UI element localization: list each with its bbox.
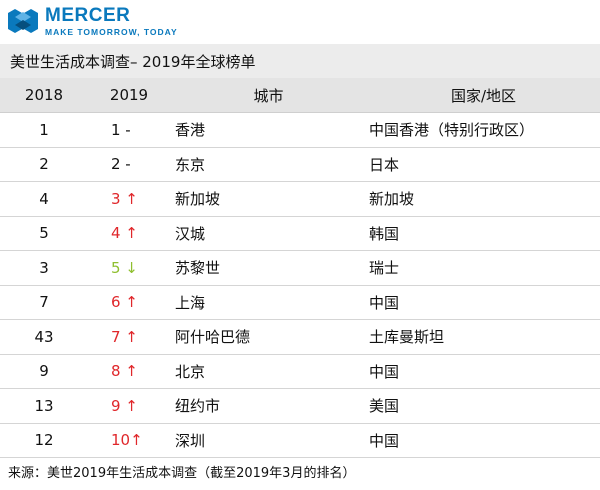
city-name: 新加坡: [170, 181, 367, 217]
rank-2019: 4 ↑: [111, 224, 138, 243]
table-row: 1 1 - 香港 中国香港（特别行政区）: [0, 112, 600, 148]
rank-2019-cell: 6 ↑: [88, 285, 170, 320]
rank-2018: 13: [0, 388, 88, 424]
table-header-row: 2018 2019 城市 国家/地区: [0, 78, 600, 113]
rank-2018: 4: [0, 181, 88, 217]
table-row: 5 4 ↑ 汉城 韩国: [0, 216, 600, 251]
rank-2018: 1: [0, 112, 88, 148]
city-name: 上海: [170, 285, 367, 320]
brand-name: MERCER: [45, 4, 131, 26]
country-name: 新加坡: [367, 181, 600, 217]
country-name: 中国香港（特别行政区）: [367, 112, 600, 148]
header-city: 城市: [170, 78, 367, 113]
table-row: 2 2 - 东京 日本: [0, 147, 600, 182]
rank-2018: 7: [0, 285, 88, 320]
rank-2019: 1 -: [111, 120, 131, 139]
rank-2019-cell: 7 ↑: [88, 319, 170, 355]
rank-2019: 10↑: [111, 431, 143, 450]
rank-2019-cell: 9 ↑: [88, 388, 170, 424]
city-name: 东京: [170, 147, 367, 182]
table-row: 12 10↑ 深圳 中国: [0, 423, 600, 458]
rank-2019: 6 ↑: [111, 293, 138, 312]
brand-tagline: MAKE TOMORROW, TODAY: [45, 26, 178, 37]
table-row: 9 8 ↑ 北京 中国: [0, 354, 600, 389]
rank-2018: 9: [0, 354, 88, 389]
header-2019: 2019: [88, 78, 170, 113]
rank-2019-cell: 10↑: [88, 423, 170, 458]
country-name: 土库曼斯坦: [367, 319, 600, 355]
country-name: 中国: [367, 423, 600, 458]
table-row: 3 5 ↓ 苏黎世 瑞士: [0, 250, 600, 286]
table-row: 4 3 ↑ 新加坡 新加坡: [0, 181, 600, 217]
rank-2018: 3: [0, 250, 88, 286]
city-name: 纽约市: [170, 388, 367, 424]
table-row: 13 9 ↑ 纽约市 美国: [0, 388, 600, 424]
page-title: 美世生活成本调查– 2019年全球榜单: [0, 44, 600, 78]
rank-2018: 12: [0, 423, 88, 458]
city-name: 汉城: [170, 216, 367, 251]
rank-2019-cell: 8 ↑: [88, 354, 170, 389]
ranking-table: 2018 2019 城市 国家/地区 1 1 - 香港 中国香港（特别行政区） 2 2 -…: [0, 78, 600, 458]
mercer-brand: MERCER MAKE TOMORROW, TODAY: [8, 2, 178, 40]
rank-2018: 43: [0, 319, 88, 355]
mercer-logo-icon: [8, 9, 38, 33]
rank-2019: 9 ↑: [111, 396, 138, 415]
rank-2019-cell: 5 ↓: [88, 250, 170, 286]
country-name: 中国: [367, 285, 600, 320]
city-name: 香港: [170, 112, 367, 148]
city-name: 苏黎世: [170, 250, 367, 286]
country-name: 日本: [367, 147, 600, 182]
rank-2019-cell: 2 -: [88, 147, 170, 182]
rank-2019: 5 ↓: [111, 258, 138, 277]
rank-2018: 2: [0, 147, 88, 182]
rank-2019-cell: 1 -: [88, 112, 170, 148]
source-note: 来源：美世2019年生活成本调查（截至2019年3月的排名）: [8, 466, 356, 481]
rank-2019-cell: 4 ↑: [88, 216, 170, 251]
city-name: 阿什哈巴德: [170, 319, 367, 355]
rank-2019: 3 ↑: [111, 189, 138, 208]
country-name: 瑞士: [367, 250, 600, 286]
rank-2019: 8 ↑: [111, 362, 138, 381]
rank-2019: 2 -: [111, 155, 131, 174]
table-row: 7 6 ↑ 上海 中国: [0, 285, 600, 320]
rank-2019: 7 ↑: [111, 327, 138, 346]
country-name: 中国: [367, 354, 600, 389]
city-name: 北京: [170, 354, 367, 389]
rank-2019-cell: 3 ↑: [88, 181, 170, 217]
header-2018: 2018: [0, 78, 88, 113]
rank-2018: 5: [0, 216, 88, 251]
country-name: 韩国: [367, 216, 600, 251]
header-country: 国家/地区: [367, 78, 600, 113]
table-row: 43 7 ↑ 阿什哈巴德 土库曼斯坦: [0, 319, 600, 355]
city-name: 深圳: [170, 423, 367, 458]
country-name: 美国: [367, 388, 600, 424]
